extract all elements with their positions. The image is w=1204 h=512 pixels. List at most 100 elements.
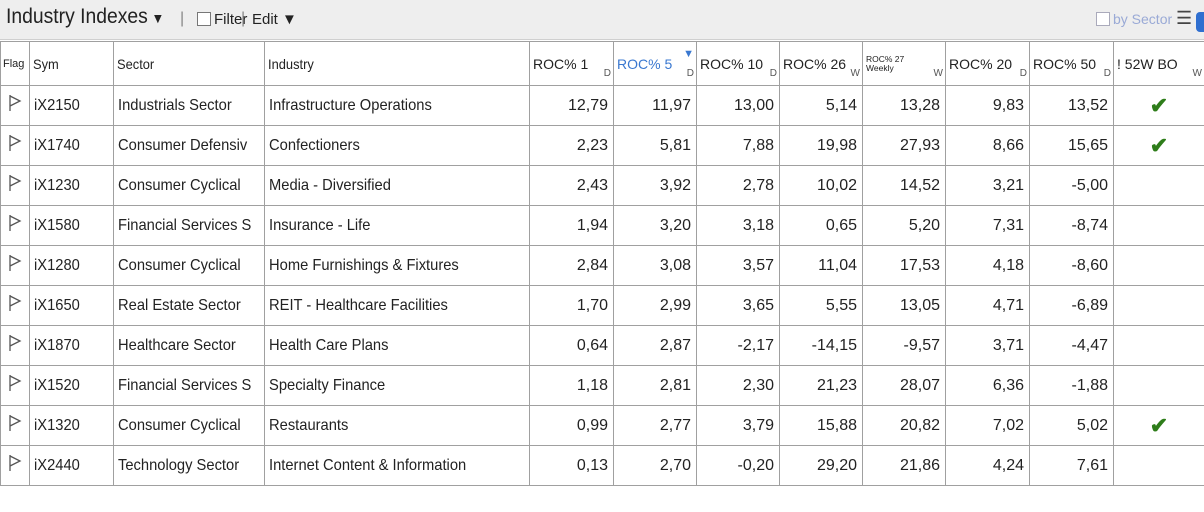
- panel-edge-button[interactable]: [1196, 12, 1204, 32]
- cell-sector: Consumer Cyclical: [113, 245, 265, 286]
- flag-icon[interactable]: [0, 85, 30, 126]
- cell-roc26: 10,02: [779, 165, 863, 206]
- cell-sym: iX2150: [29, 85, 114, 126]
- col-header-industry[interactable]: Industry: [264, 41, 530, 86]
- table-row[interactable]: iX1520 Financial Services S Specialty Fina…: [0, 365, 1204, 406]
- cell-roc26: 0,65: [779, 205, 863, 246]
- by-sector-toggle[interactable]: by Sector: [1096, 11, 1172, 27]
- cell-roc27: 13,28: [862, 85, 946, 126]
- cell-roc5: 3,92: [613, 165, 697, 206]
- cell-roc50: 15,65: [1029, 125, 1114, 166]
- cell-roc50: -1,88: [1029, 365, 1114, 406]
- table-row[interactable]: iX1280 Consumer Cyclical Home Furnishings …: [0, 245, 1204, 286]
- col-header-roc26[interactable]: ROC% 26 W: [779, 41, 863, 86]
- cell-roc10: 3,79: [696, 405, 780, 446]
- cell-roc20: 7,02: [945, 405, 1030, 446]
- cell-52w-bo: [1113, 165, 1204, 206]
- flag-icon[interactable]: [0, 245, 30, 286]
- checkmark-icon: ✔: [1113, 405, 1204, 446]
- col-header-roc27-weekly[interactable]: ROC% 27 Weekly W: [862, 41, 946, 86]
- flag-icon[interactable]: [0, 165, 30, 206]
- cell-roc26: 5,14: [779, 85, 863, 126]
- cell-roc10: 2,78: [696, 165, 780, 206]
- cell-roc26: 11,04: [779, 245, 863, 286]
- cell-sym: iX1580: [29, 205, 114, 246]
- cell-roc50: -8,60: [1029, 245, 1114, 286]
- table-row[interactable]: iX1740 Consumer Defensiv Confectioners 2,23…: [0, 125, 1204, 166]
- cell-roc26: 21,23: [779, 365, 863, 406]
- cell-roc20: 9,83: [945, 85, 1030, 126]
- flag-icon[interactable]: [0, 365, 30, 406]
- view-title: Industry Indexes: [6, 5, 148, 28]
- cell-roc20: 4,24: [945, 445, 1030, 486]
- cell-sym: iX1870: [29, 325, 114, 366]
- cell-roc20: 3,21: [945, 165, 1030, 206]
- view-selector[interactable]: Industry Indexes ▼: [6, 5, 164, 29]
- flag-icon[interactable]: [0, 285, 30, 326]
- col-header-roc5[interactable]: ROC% 5 ▼ D: [613, 41, 697, 86]
- cell-52w-bo: [1113, 365, 1204, 406]
- menu-icon[interactable]: ☰: [1176, 8, 1193, 28]
- flag-icon[interactable]: [0, 125, 30, 166]
- cell-52w-bo: [1113, 325, 1204, 366]
- cell-industry: Media - Diversified: [264, 165, 530, 206]
- cell-sym: iX1650: [29, 285, 114, 326]
- filter-checkbox[interactable]: [197, 12, 211, 26]
- cell-industry: Health Care Plans: [264, 325, 530, 366]
- cell-roc20: 3,71: [945, 325, 1030, 366]
- col-header-52w-bo[interactable]: ! 52W BO W: [1113, 41, 1204, 86]
- cell-roc50: -8,74: [1029, 205, 1114, 246]
- cell-roc1: 1,94: [529, 205, 614, 246]
- table-row[interactable]: iX2150 Industrials Sector Infrastructure O…: [0, 85, 1204, 126]
- cell-roc5: 2,77: [613, 405, 697, 446]
- cell-sym: iX1320: [29, 405, 114, 446]
- cell-roc20: 7,31: [945, 205, 1030, 246]
- cell-roc27: 21,86: [862, 445, 946, 486]
- cell-roc27: 5,20: [862, 205, 946, 246]
- col-header-roc10[interactable]: ROC% 10 D: [696, 41, 780, 86]
- cell-industry: Confectioners: [264, 125, 530, 166]
- cell-roc50: -5,00: [1029, 165, 1114, 206]
- cell-industry: REIT - Healthcare Facilities: [264, 285, 530, 326]
- col-header-flag[interactable]: Flag: [0, 41, 30, 86]
- flag-icon[interactable]: [0, 205, 30, 246]
- edit-label: Edit ▼: [252, 11, 297, 28]
- cell-roc1: 2,84: [529, 245, 614, 286]
- cell-roc10: -0,20: [696, 445, 780, 486]
- cell-sym: iX1740: [29, 125, 114, 166]
- cell-roc5: 2,70: [613, 445, 697, 486]
- cell-industry: Internet Content & Information: [264, 445, 530, 486]
- toolbar: Industry Indexes ▼ | Filter | Edit ▼ by S…: [0, 0, 1204, 40]
- by-sector-checkbox[interactable]: [1096, 12, 1110, 26]
- by-sector-label: by Sector: [1113, 11, 1173, 27]
- cell-roc20: 8,66: [945, 125, 1030, 166]
- sort-descending-icon: ▼: [683, 48, 694, 60]
- cell-roc50: 5,02: [1029, 405, 1114, 446]
- cell-roc27: 14,52: [862, 165, 946, 206]
- edit-menu-button[interactable]: Edit ▼: [252, 11, 297, 28]
- col-header-sector[interactable]: Sector: [113, 41, 265, 86]
- cell-roc5: 2,81: [613, 365, 697, 406]
- flag-icon[interactable]: [0, 405, 30, 446]
- filter-toggle[interactable]: Filter: [197, 11, 247, 28]
- table-row[interactable]: iX1580 Financial Services S Insurance - Li…: [0, 205, 1204, 246]
- cell-sector: Industrials Sector: [113, 85, 265, 126]
- cell-roc1: 0,13: [529, 445, 614, 486]
- flag-icon[interactable]: [0, 325, 30, 366]
- checkmark-icon: ✔: [1113, 85, 1204, 126]
- cell-sector: Healthcare Sector: [113, 325, 265, 366]
- table-row[interactable]: iX1870 Healthcare Sector Health Care Plans…: [0, 325, 1204, 366]
- flag-icon[interactable]: [0, 445, 30, 486]
- col-header-sym[interactable]: Sym: [29, 41, 114, 86]
- col-header-roc50[interactable]: ROC% 50 D: [1029, 41, 1114, 86]
- col-header-roc20[interactable]: ROC% 20 D: [945, 41, 1030, 86]
- table-row[interactable]: iX1320 Consumer Cyclical Restaurants 0,99 2,…: [0, 405, 1204, 446]
- cell-roc26: -14,15: [779, 325, 863, 366]
- table-row[interactable]: iX1650 Real Estate Sector REIT - Healthcar…: [0, 285, 1204, 326]
- cell-roc1: 1,18: [529, 365, 614, 406]
- table-row[interactable]: iX2440 Technology Sector Internet Content …: [0, 445, 1204, 486]
- toolbar-separator: |: [180, 10, 185, 27]
- cell-industry: Specialty Finance: [264, 365, 530, 406]
- table-row[interactable]: iX1230 Consumer Cyclical Media - Diversifi…: [0, 165, 1204, 206]
